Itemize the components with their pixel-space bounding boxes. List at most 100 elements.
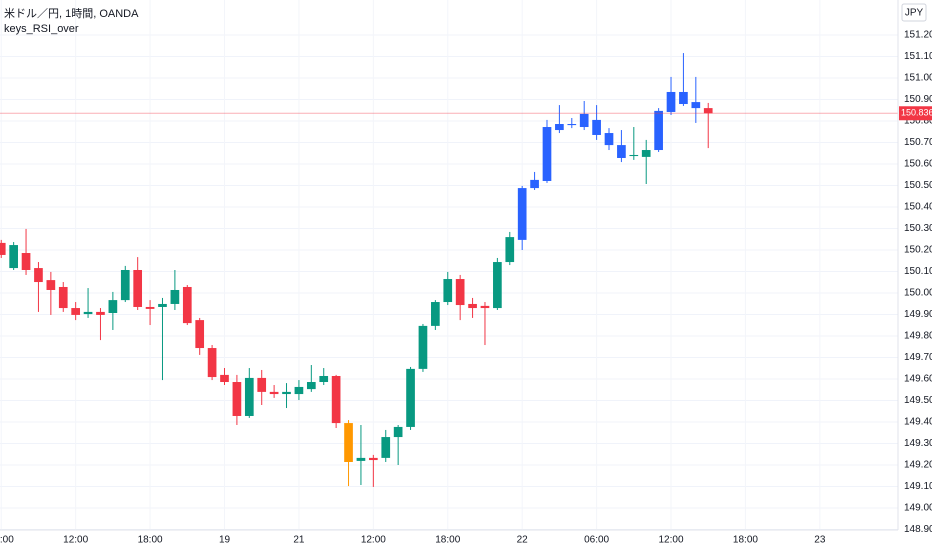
y-tick-label: 150.500: [904, 180, 932, 191]
x-tick-label: 06:00: [584, 535, 609, 546]
y-tick-label: 149.300: [904, 438, 932, 449]
candle-body: [207, 348, 217, 378]
x-tick-label: 22: [517, 535, 529, 546]
y-tick-label: 148.900: [904, 524, 932, 535]
candle-body: [344, 423, 353, 462]
candle-body: [406, 368, 415, 427]
last-price-label: 150.836: [901, 108, 932, 118]
candle-body: [120, 269, 130, 301]
grid: [0, 0, 898, 530]
currency-label[interactable]: JPY: [905, 8, 924, 19]
candle-body: [517, 188, 527, 240]
x-tick-label: 23: [814, 535, 826, 546]
x-tick-label: 18:00: [733, 535, 758, 546]
candle-body: [641, 150, 651, 157]
candle-body: [71, 308, 81, 315]
candle-body: [666, 91, 676, 112]
candle-body: [220, 374, 229, 383]
candle-body: [493, 262, 502, 309]
y-tick-label: 150.800: [904, 116, 932, 127]
candle-body: [418, 325, 428, 369]
candle-body: [530, 179, 539, 189]
candle-body: [480, 305, 490, 309]
candle-body: [9, 245, 18, 269]
y-tick-label: 149.100: [904, 481, 932, 492]
candle-body: [108, 300, 118, 313]
candle-body: [244, 377, 254, 416]
y-tick-label: 150.700: [904, 137, 932, 148]
candle-body: [381, 437, 391, 458]
candle-body: [46, 280, 56, 290]
y-tick-label: 149.700: [904, 352, 932, 363]
y-tick-label: 151.200: [904, 30, 932, 41]
candle-body: [269, 391, 279, 395]
candle-body: [703, 108, 713, 114]
candle-body: [555, 124, 564, 131]
candle-body: [505, 237, 515, 263]
y-tick-label: 149.800: [904, 331, 932, 342]
y-tick-label: 150.400: [904, 202, 932, 213]
candle-body: [542, 127, 552, 181]
candle-body: [331, 375, 341, 424]
candle-body: [468, 303, 477, 309]
candle-body: [257, 377, 267, 392]
y-tick-label: 150.300: [904, 223, 932, 234]
candle-body: [34, 268, 43, 283]
y-tick-label: 150.200: [904, 245, 932, 256]
y-tick-label: 149.500: [904, 395, 932, 406]
candle-body: [96, 311, 105, 315]
candle-body: [443, 279, 453, 303]
y-tick-label: 149.200: [904, 460, 932, 471]
y-tick-label: 149.900: [904, 309, 932, 320]
candle-body: [21, 253, 31, 270]
x-tick-label: 18:00: [138, 535, 163, 546]
candle-body: [282, 391, 291, 395]
candle-body: [368, 457, 378, 461]
candle-body: [431, 302, 440, 326]
candle-body: [691, 102, 701, 109]
x-tick-label: 12:00: [63, 535, 88, 546]
candle-body: [182, 286, 192, 324]
candle-body: [58, 286, 68, 309]
candle-body: [306, 382, 316, 390]
candle-body: [567, 124, 577, 126]
candle-body: [232, 382, 242, 416]
x-tick-label: 18:00: [435, 535, 460, 546]
candle-body: [579, 113, 589, 128]
candle-body: [170, 289, 180, 304]
candle-body: [393, 426, 403, 438]
plot: [0, 53, 898, 487]
indicator-name: keys_RSI_over: [4, 23, 79, 35]
candle-body: [617, 145, 626, 158]
x-tick-label: 12:00: [659, 535, 684, 546]
x-tick-label: 19: [219, 535, 231, 546]
y-tick-label: 150.100: [904, 266, 932, 277]
y-tick-label: 150.600: [904, 159, 932, 170]
x-tick-label: 21: [293, 535, 305, 546]
x-tick-label: 06:00: [0, 535, 14, 546]
y-tick-label: 149.400: [904, 417, 932, 428]
candle-body: [455, 279, 465, 306]
candle-body: [158, 303, 167, 307]
candle-body: [0, 242, 6, 255]
last-price-box: [899, 106, 932, 121]
candle-body: [294, 386, 304, 395]
candle-body: [654, 110, 663, 151]
x-tick-label: 12:00: [361, 535, 386, 546]
candle-body: [195, 320, 205, 349]
y-tick-label: 151.100: [904, 51, 932, 62]
y-tick-label: 151.000: [904, 73, 932, 84]
currency-box[interactable]: [901, 3, 927, 22]
y-tick-label: 150.900: [904, 94, 932, 105]
candle-body: [356, 457, 366, 461]
y-tick-label: 149.000: [904, 503, 932, 514]
candle-body: [679, 91, 688, 105]
candle-body: [629, 154, 639, 157]
candle-body: [133, 269, 143, 307]
axes: 148.900 149.000 149.100 149.200 149.300 149.4…: [0, 30, 932, 546]
chart-title: 米ドル／円, 1時間, OANDA: [4, 7, 139, 20]
candle-body: [604, 133, 614, 146]
y-tick-label: 149.600: [904, 374, 932, 385]
